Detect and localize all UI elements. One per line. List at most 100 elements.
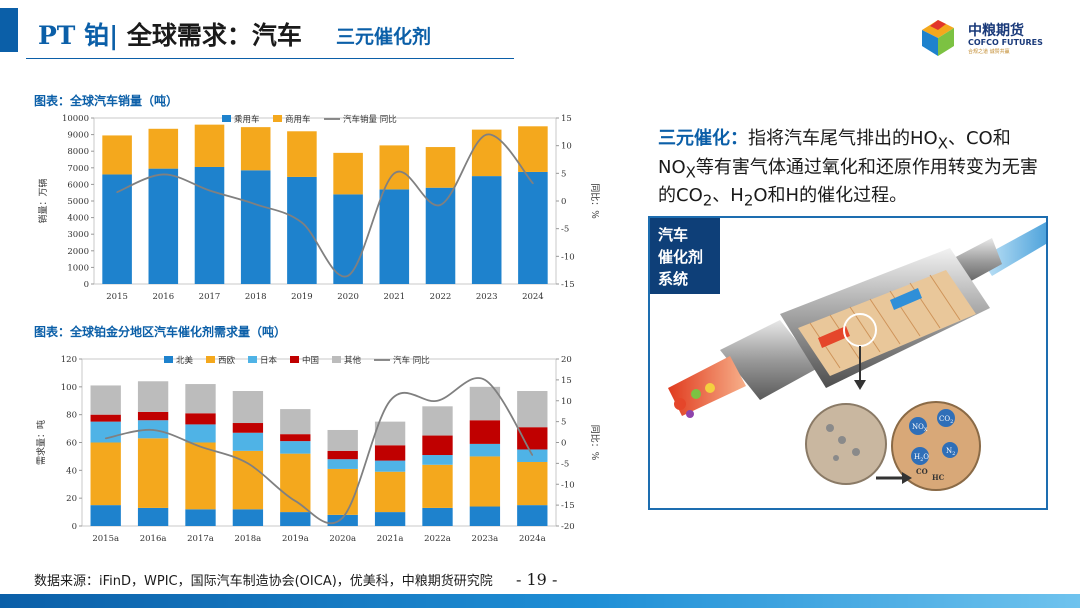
- chart1-bar-商用车: [102, 135, 132, 175]
- chart2-bar-西欧: [327, 468, 358, 515]
- chart2-bar-西欧: [374, 471, 406, 513]
- chart1-line-point: [485, 133, 488, 136]
- chart2-bar-日本: [232, 432, 264, 451]
- chart2-line-point: [199, 445, 202, 448]
- chart2-bar-北美: [517, 505, 548, 526]
- chart1-heading: 图表：全球汽车销量（吨）: [34, 94, 179, 108]
- chart2-bar-中国: [232, 423, 264, 433]
- chart1-y2tick-label: -10: [561, 252, 575, 262]
- chart1-bar-乘用车: [333, 194, 363, 284]
- logo-name-cn: 中粮期货: [968, 23, 1024, 39]
- chart2-y2tick-label: 10: [561, 397, 572, 407]
- chart1-bar-乘用车: [425, 187, 456, 284]
- chart2-bar-北美: [90, 505, 121, 526]
- chart2-y2tick-label: 15: [561, 376, 572, 386]
- chart1-y2label: 同比：%: [589, 183, 601, 219]
- bubble-hc: HC: [932, 473, 945, 482]
- chart1-y2tick-label: 5: [561, 169, 566, 179]
- chart1-xtick-label: 2015: [106, 292, 128, 302]
- chart2-bar-西欧: [469, 456, 501, 507]
- chart1-bar-商用车: [518, 126, 548, 172]
- chart1-line-point: [208, 189, 211, 192]
- chart1-bar-乘用车: [471, 176, 502, 284]
- chart2-bar-中国: [280, 434, 311, 442]
- chart2-ytick-label: 0: [72, 522, 77, 532]
- chart2-y2tick-label: 0: [561, 439, 566, 449]
- page-number: - 19 -: [516, 570, 558, 589]
- page-title-main: 全球需求：汽车: [118, 21, 302, 50]
- chart2-ytick-label: 80: [66, 411, 77, 421]
- chart2-line-point: [341, 516, 344, 519]
- chart1-ytick-label: 8000: [67, 147, 89, 157]
- chart1-bar-商用车: [379, 145, 410, 190]
- chart1-xtick-label: 2018: [245, 292, 267, 302]
- chart2-bar-西欧: [517, 461, 548, 506]
- chart2-bar-北美: [232, 509, 264, 526]
- chart2-xtick-label: 2024a: [519, 534, 546, 544]
- chart1-line-point: [532, 182, 534, 185]
- chart2-bar-北美: [422, 507, 453, 526]
- chart2-bar-其他: [517, 391, 548, 428]
- chart2-xtick-label: 2015a: [92, 534, 119, 544]
- chart2-legend-swatch: [164, 356, 173, 363]
- chart1-line-point: [116, 191, 118, 193]
- chart2-legend-swatch: [332, 356, 341, 363]
- chart2-bar-北美: [280, 512, 311, 526]
- chart2-bar-其他: [327, 429, 358, 451]
- chart1-ytick-label: 3000: [67, 230, 89, 240]
- chart1-legend-label: 商用车: [285, 114, 311, 125]
- chart1-legend-label: 乘用车: [234, 114, 260, 125]
- chart2-bar-北美: [137, 507, 169, 526]
- cofco-logo-icon: [922, 20, 954, 56]
- figure-label: 汽车 催化剂 系统: [650, 218, 720, 294]
- chart2-legend-label: 其他: [344, 355, 362, 366]
- chart1-ytick-label: 1000: [67, 263, 89, 273]
- title-divider: [26, 58, 514, 59]
- logo-name-en: COFCO FUTURES: [968, 38, 1043, 47]
- catalytic-converter-illustration: NOX CO2 H2O N2 CO HC: [668, 222, 1046, 491]
- chart2-bar-日本: [422, 455, 453, 465]
- chart1-bar-乘用车: [240, 170, 271, 284]
- chart2-bar-中国: [137, 411, 169, 421]
- chart2-bar-日本: [90, 421, 121, 443]
- chart2-bar-其他: [90, 385, 121, 415]
- catalyst-description: 三元催化：指将汽车尾气排出的HOX、CO和NOX等有害气体通过氧化和还原作用转变…: [658, 128, 1038, 210]
- chart2-ytick-label: 60: [66, 439, 77, 449]
- chart2-bar-日本: [185, 424, 216, 443]
- chart1-bar-商用车: [148, 128, 179, 169]
- chart2-line-汽车 同比: [105, 377, 534, 525]
- autocatalyst-demand-chart: 0 20 40 60 80 100 120 -20 -15 -10 -5 0 5 10 15 20 需求量：吨 同…: [35, 355, 601, 544]
- chart1-xtick-label: 2022: [430, 292, 452, 302]
- vehicle-sales-chart: 0100020003000400050006000700080009000100…: [37, 114, 601, 302]
- chart2-y2tick-label: -20: [561, 522, 575, 532]
- chart1-line-point: [347, 274, 349, 277]
- chart1-ytick-label: 4000: [67, 214, 89, 224]
- chart1-y2tick-label: 15: [561, 114, 572, 124]
- chart2-legend-label: 西欧: [218, 355, 236, 366]
- chart2-ytick-label: 20: [66, 494, 77, 504]
- chart2-bar-北美: [374, 512, 406, 526]
- chart1-bar-乘用车: [148, 168, 179, 284]
- chart2-legend-label: 中国: [302, 355, 319, 366]
- chart1-xtick-label: 2020: [337, 292, 359, 302]
- chart1-xtick-label: 2016: [152, 292, 174, 302]
- chart1-y2tick-label: 0: [561, 197, 566, 207]
- chart1-y2tick-label: -15: [561, 280, 575, 290]
- chart2-bar-北美: [469, 506, 501, 526]
- chart2-legend-swatch: [206, 356, 215, 363]
- chart2-y2tick-label: -15: [561, 501, 575, 511]
- chart1-legend-label: 汽车销量 同比: [343, 114, 397, 125]
- bubble-n2: N2: [946, 447, 955, 457]
- chart2-xtick-label: 2016a: [140, 534, 167, 544]
- chart1-ytick-label: 7000: [67, 164, 89, 174]
- chart2-bar-中国: [185, 413, 216, 425]
- chart2-xtick-label: 2020a: [329, 534, 356, 544]
- chart2-bar-西欧: [422, 464, 453, 508]
- chart1-ytick-label: 5000: [67, 197, 89, 207]
- description-keyword: 三元催化：: [658, 128, 748, 149]
- chart2-bar-其他: [374, 421, 406, 446]
- bubble-h2o: H2O: [914, 453, 929, 463]
- chart2-line-point: [104, 437, 107, 440]
- chart2-legend-swatch: [248, 356, 257, 363]
- chart2-line-point: [436, 399, 439, 402]
